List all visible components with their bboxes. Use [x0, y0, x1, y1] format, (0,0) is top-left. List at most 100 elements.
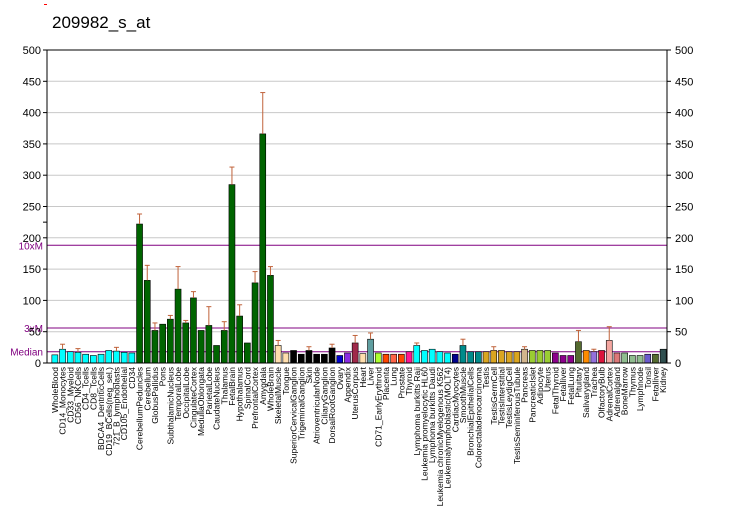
category-label: Lung	[389, 367, 399, 386]
category-label: CerebellumPeduncles	[135, 367, 145, 450]
bar	[236, 315, 243, 364]
category-label: CaudateNucleus	[212, 367, 222, 430]
category-label: Tongue	[281, 367, 291, 395]
bar	[613, 352, 621, 364]
y-tick-label: 500	[23, 45, 41, 57]
category-label: CD19_BCells(neg_sel.)	[104, 367, 114, 456]
bar	[74, 352, 82, 364]
reference-label: 3xM	[24, 324, 43, 335]
bar	[120, 352, 128, 364]
category-label: AdrenalCortex	[604, 366, 614, 421]
category-label: Pituitary	[573, 366, 583, 397]
category-label: TestisGermCell	[489, 367, 499, 425]
category-label: SubthalamicNucleus	[165, 367, 175, 444]
bar	[513, 351, 521, 364]
category-label: CD8_Tcells	[88, 367, 98, 410]
category-label: DorsalRootGanglion	[327, 367, 337, 444]
category-label: BDCA4_DentriticCells	[96, 367, 106, 450]
category-label: Skin	[304, 367, 314, 384]
bar	[136, 223, 143, 364]
category-label: SkeletalMuscle	[273, 367, 283, 424]
bar	[336, 355, 344, 364]
bar	[259, 133, 267, 364]
bar	[174, 288, 182, 364]
bar	[290, 350, 297, 364]
bar	[390, 353, 397, 364]
bar	[143, 280, 151, 364]
category-label: CiliaryGanglion	[319, 367, 329, 425]
bar	[197, 330, 205, 364]
bar	[528, 350, 536, 364]
category-label: BoneMarrow	[620, 366, 630, 415]
category-label: GlobusPallidus	[150, 367, 160, 424]
bar	[544, 350, 551, 364]
x-axis-labels: WholeBloodCD14_MonocytesCD33_MyeloidCD56…	[50, 366, 668, 506]
bar	[444, 352, 451, 364]
category-label: Pons	[158, 367, 168, 386]
bar	[244, 342, 251, 364]
category-label: Trachea	[589, 367, 599, 398]
category-label: Thyroid	[404, 367, 414, 396]
bar	[521, 348, 528, 364]
y-tick-label: 0	[35, 358, 41, 370]
bar	[344, 352, 351, 364]
category-label: OccipitalLobe	[181, 367, 191, 419]
bar	[644, 353, 652, 364]
bar	[97, 353, 105, 364]
bar	[51, 354, 59, 364]
category-label: UterusCorpus	[350, 367, 360, 419]
bar	[605, 340, 613, 364]
category-label: Heart	[358, 366, 368, 387]
category-label: Placenta	[381, 367, 391, 400]
bar	[297, 353, 305, 364]
category-label: 721_B_lymphoblasts	[111, 367, 121, 446]
category-label: CD33_Myeloid	[65, 367, 75, 423]
y-tick-label-right: 500	[675, 45, 693, 57]
category-label: CD105_Endothelial	[119, 367, 129, 440]
bar	[536, 350, 544, 364]
bar	[451, 353, 459, 364]
category-label: TemporalLobe	[173, 367, 183, 421]
bar	[482, 351, 490, 364]
category-label: Fetalliver	[650, 367, 660, 402]
bar	[374, 352, 382, 364]
category-label: Adipocyte	[535, 367, 545, 405]
category-label: Lymphoma burkitts Raji	[412, 367, 422, 456]
category-label: Kidney	[658, 366, 668, 393]
bar	[498, 350, 505, 364]
category-label: SpinalCord	[242, 367, 252, 409]
bar	[267, 275, 274, 364]
bar	[59, 348, 66, 364]
category-label: Amygdala	[258, 367, 268, 405]
bar	[205, 325, 213, 364]
category-label: CD56_NKCells	[73, 367, 83, 424]
bar	[251, 282, 259, 364]
y-tick-label: 100	[23, 295, 41, 307]
chart-title: 209982_s_at	[52, 13, 151, 32]
category-label: Lymphoma burkitts Daudi	[427, 367, 437, 463]
bar	[629, 355, 636, 364]
bar	[220, 330, 228, 364]
bar	[367, 338, 374, 364]
category-label: SuperiorCervicalGanglion	[289, 367, 299, 464]
bar	[552, 352, 559, 364]
category-label: BronchialEpithelialCells	[466, 367, 476, 456]
y-tick-label-right: 100	[675, 295, 693, 307]
y-tick-label: 350	[23, 139, 41, 151]
bar	[228, 184, 236, 364]
bar	[636, 355, 644, 364]
y-tick-label-right: 200	[675, 233, 693, 245]
category-label: FetalBrain	[227, 367, 237, 406]
category-label: Hypothalamus	[235, 367, 245, 421]
category-label: FetalLung	[566, 367, 576, 405]
bar	[459, 345, 467, 364]
category-label: SmoothMuscle	[458, 367, 468, 423]
category-label: Leukemia chronicMyelogenous K562	[435, 367, 445, 507]
category-label: PrefrontalCortex	[250, 366, 260, 429]
category-label: CingulateCortex	[188, 366, 198, 428]
category-label: WholeBrain	[265, 367, 275, 411]
bar	[113, 350, 120, 364]
y-tick-label-right: 150	[675, 264, 693, 276]
bar	[313, 353, 320, 364]
